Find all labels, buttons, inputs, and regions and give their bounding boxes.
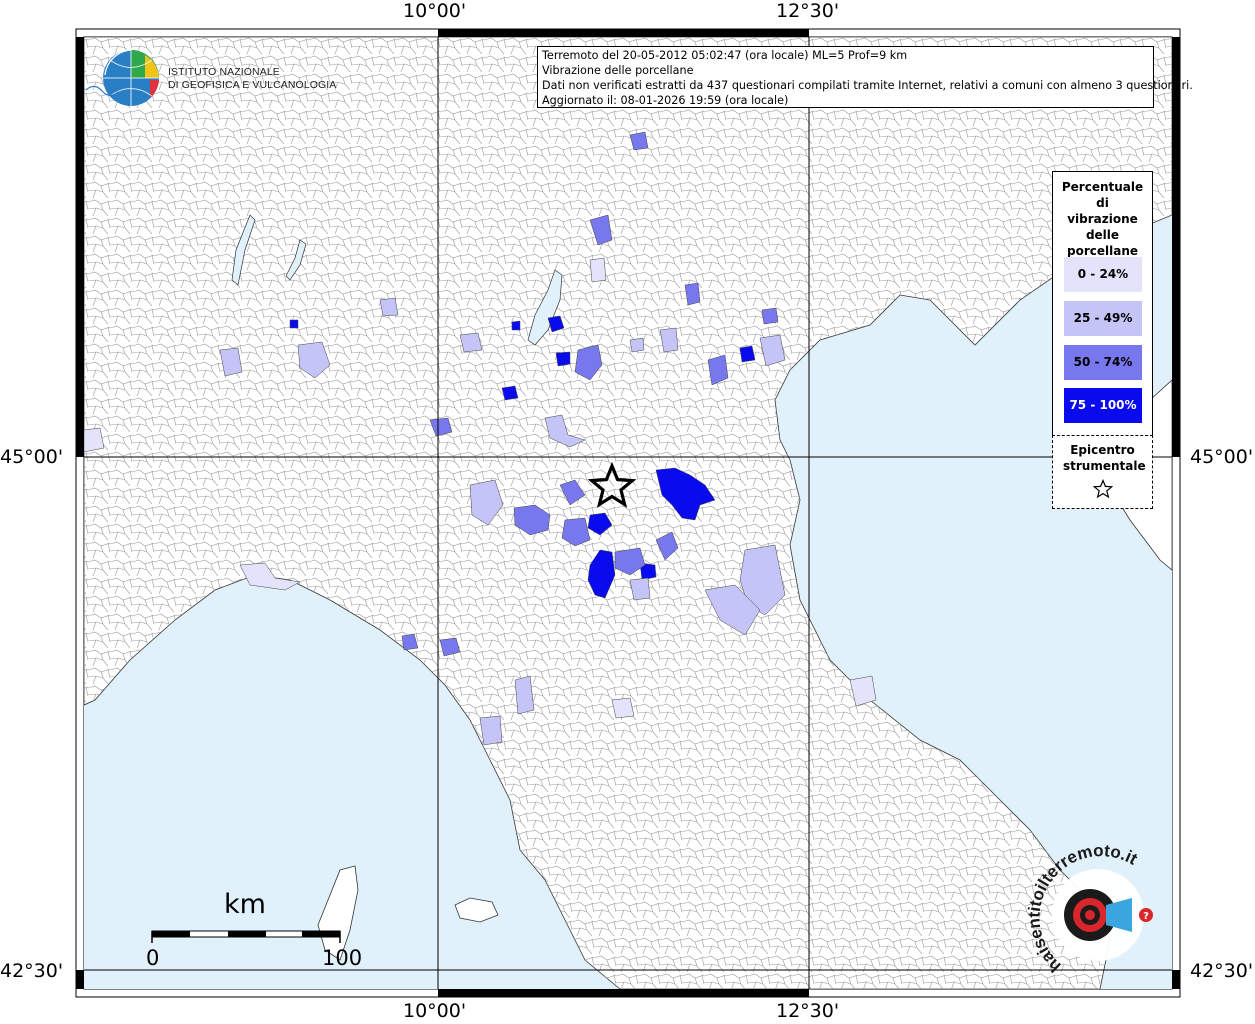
patch-25-49 <box>704 584 761 636</box>
patch-50-74 <box>589 214 613 246</box>
patch-25-49 <box>297 341 331 379</box>
patch-50-74 <box>614 547 646 576</box>
lon-label-bottom-1: 10°00' <box>403 1000 467 1022</box>
patch-50-74 <box>401 633 419 651</box>
elba-island <box>454 897 499 923</box>
graticule <box>84 37 1172 989</box>
hai-sentito-logo-icon: ? haisentitoilterremoto.it <box>1024 841 1153 976</box>
patch-50-74 <box>439 637 461 657</box>
patch-25-49 <box>479 715 503 746</box>
frame-ticks <box>76 29 1180 997</box>
epicenter-star <box>587 461 637 508</box>
lat-label-left-1: 45°00' <box>0 446 64 468</box>
patch-50-74 <box>561 517 591 547</box>
org-name-line2: DI GEOFISICA E VULCANOLOGIA <box>168 79 337 91</box>
patch-50-74 <box>429 417 453 437</box>
legend: Percentuale di vibrazione delle porcella… <box>1052 171 1153 436</box>
patch-25-49 <box>759 334 786 367</box>
lake-garda <box>527 269 563 346</box>
scale-end: 100 <box>322 946 363 970</box>
earthquake-info-box: Terremoto del 20-05-2012 05:02:47 (ora l… <box>537 46 1193 108</box>
legend-class-25-49: 25 - 49% <box>1064 301 1142 336</box>
legend-class-50-74: 50 - 74% <box>1064 345 1142 380</box>
earthquake-title: Terremoto del 20-05-2012 05:02:47 (ora l… <box>542 49 908 62</box>
patch-50-74 <box>513 504 551 536</box>
patch-75-100 <box>289 319 299 329</box>
lake-como <box>285 239 307 281</box>
data-note: Dati non verificati estratti da 437 ques… <box>542 79 1193 92</box>
lon-label-bottom-2: 12°30' <box>776 1000 840 1022</box>
scale-unit: km <box>224 889 266 920</box>
patch-50-74 <box>707 354 729 386</box>
patch-25-49 <box>659 327 679 353</box>
patch-50-74 <box>655 531 679 561</box>
patch-50-74 <box>761 307 779 325</box>
patch-0-24 <box>239 562 301 591</box>
patch-75-100 <box>739 345 756 363</box>
epicenter-legend-title: Epicentro strumentale <box>1063 443 1146 473</box>
patch-0-24 <box>611 697 635 719</box>
patch-75-100 <box>587 512 613 536</box>
lake-maggiore <box>231 214 256 286</box>
patch-75-100 <box>555 351 571 367</box>
patch-25-49 <box>629 577 651 601</box>
patch-25-49 <box>739 544 786 616</box>
patch-25-49 <box>544 414 586 448</box>
patch-75-100 <box>655 467 716 521</box>
patch-25-49 <box>379 297 399 317</box>
legend-class-75-100: 75 - 100% <box>1064 388 1142 423</box>
scale-bar <box>151 930 341 943</box>
patch-0-24 <box>589 257 607 283</box>
lon-label-top-1: 10°00' <box>403 0 467 22</box>
lat-label-right-2: 42°30' <box>1190 960 1254 982</box>
patch-50-74 <box>629 131 649 151</box>
patch-50-74 <box>574 344 603 381</box>
patch-75-100 <box>547 315 565 333</box>
patch-25-49 <box>514 675 535 715</box>
patch-25-49 <box>459 332 483 353</box>
lat-label-right-1: 45°00' <box>1190 446 1254 468</box>
patch-25-49 <box>469 479 504 526</box>
lon-label-top-2: 12°30' <box>776 0 840 22</box>
org-name-line1: ISTITUTO NAZIONALE <box>168 66 280 78</box>
patch-0-24 <box>849 675 877 707</box>
lat-label-left-2: 42°30' <box>0 960 64 982</box>
star-icon <box>1093 479 1113 499</box>
patch-75-100 <box>587 549 616 599</box>
updated-timestamp: Aggiornato il: 08-01-2026 19:59 (ora loc… <box>542 94 789 107</box>
patch-25-49 <box>219 347 243 377</box>
svg-text:?: ? <box>1143 911 1149 922</box>
patch-75-100 <box>501 385 519 401</box>
patch-50-74 <box>684 282 701 306</box>
patch-75-100 <box>511 320 521 331</box>
epicenter-legend: Epicentro strumentale <box>1052 435 1153 509</box>
legend-title: Percentuale di vibrazione delle porcella… <box>1061 180 1144 258</box>
patch-25-49 <box>629 337 645 353</box>
legend-class-0-24: 0 - 24% <box>1064 257 1142 292</box>
patch-75-100 <box>639 562 657 581</box>
patch-50-74 <box>559 479 586 506</box>
ingv-logo-icon <box>85 49 159 106</box>
scale-start: 0 <box>146 946 160 970</box>
intensity-patches <box>83 131 877 746</box>
map-subject: Vibrazione delle porcellane <box>542 64 694 77</box>
